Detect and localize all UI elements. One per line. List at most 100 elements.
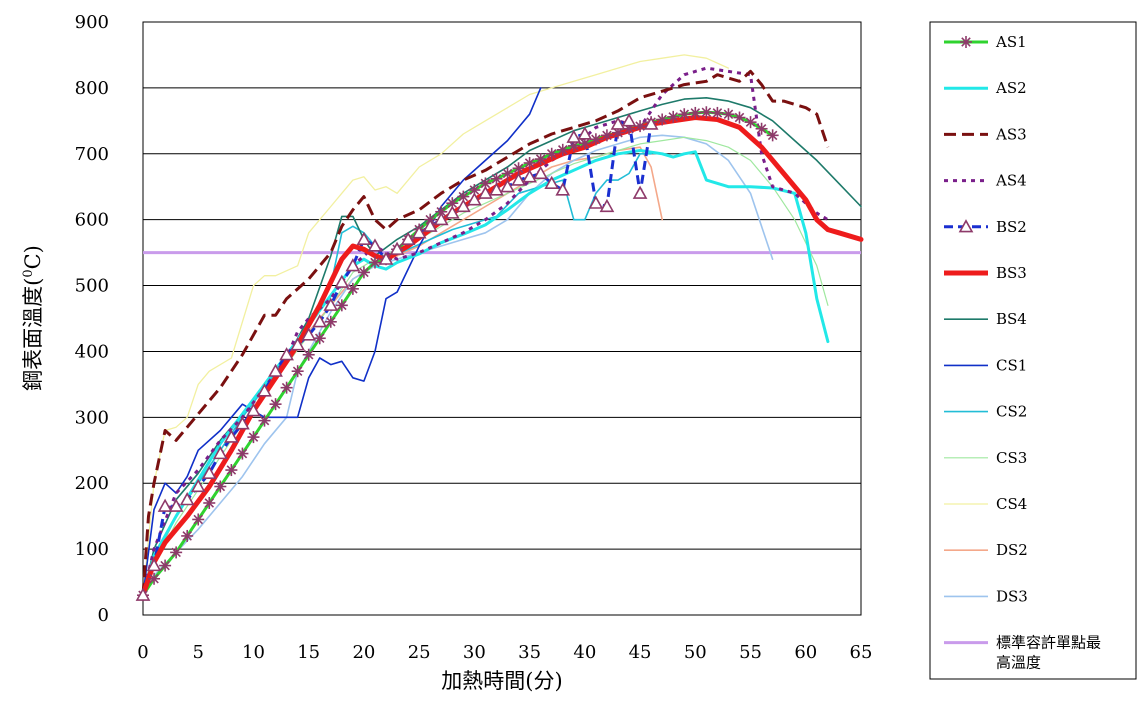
legend-item-cs3: CS3 [944,449,1027,467]
series-markers [135,106,779,602]
data-point-bs2 [511,172,526,186]
data-point-as1 [534,153,547,166]
y-tick-label: 300 [75,407,109,428]
y-tick-label: 100 [75,539,109,560]
data-point-as1 [346,282,359,295]
data-point-bs2 [334,274,350,288]
data-point-bs2 [257,383,272,397]
y-tick-label: 700 [75,144,109,165]
y-axis-title: 鋼表面溫度(0C) [21,245,45,391]
legend: AS1 AS2 AS3 AS4 BS2 BS3 BS4 CS1 CS2 CS3 CS4 DS2 DS3 標… [944,33,1101,672]
series-line-cs1 [142,87,542,596]
x-tick-label: 15 [297,642,320,663]
data-point-as1 [457,190,470,203]
data-point-bs2 [268,363,283,377]
series-line-as1 [141,110,775,597]
data-point-bs2 [235,416,250,430]
data-point-as1 [512,162,525,175]
y-tick-label: 600 [75,210,109,231]
legend-label: AS1 [995,33,1027,51]
data-point-bs2 [489,182,504,196]
legend-label: AS2 [995,79,1027,97]
y-axis-title-superscript: 0 [21,269,36,277]
data-point-bs2 [444,205,460,219]
data-point-bs2 [522,169,537,183]
data-point-bs2 [566,129,582,143]
y-tick-label: 900 [75,12,109,33]
data-point-bs2 [610,116,626,130]
x-tick-label: 65 [850,642,873,663]
series-line-as3 [141,69,830,596]
data-point-as1 [192,513,205,526]
data-point-as1 [280,381,293,394]
y-tick-label: 800 [75,78,109,99]
series-line-ds3 [142,134,774,596]
legend-item-as2: AS2 [944,79,1027,97]
data-point-bs2 [190,478,206,493]
data-point-bs2 [544,175,560,190]
data-point-as1 [600,129,613,142]
x-tick-label: 10 [242,642,265,663]
legend-item-cs2: CS2 [944,403,1027,421]
y-tick-label: 0 [98,605,109,626]
legend-label: BS4 [996,310,1027,328]
data-point-bs2 [422,218,438,232]
data-point-bs2 [577,126,593,140]
legend-label: CS2 [996,403,1027,421]
data-point-bs2 [400,231,416,246]
data-point-as1 [678,108,691,121]
series-line-cs4 [142,54,730,596]
x-tick-label: 40 [573,642,596,663]
data-point-as1 [269,398,282,411]
legend-item-as1: AS1 [944,33,1027,51]
legend-label: BS3 [996,264,1027,282]
legend-marker [958,219,974,233]
data-point-as1 [490,172,503,185]
legend-label: 標準容許單點最 [996,634,1101,652]
data-point-as1 [689,106,702,119]
data-point-as1 [313,332,326,345]
data-point-bs2 [478,185,493,199]
x-axis-title: 加熱時間(分) [441,669,562,693]
x-tick-label: 60 [794,642,817,663]
data-point-as1 [335,299,348,312]
data-point-as1 [711,106,724,119]
data-point-as1 [170,546,183,559]
data-point-as1 [357,266,370,279]
data-point-bs2 [367,238,383,252]
data-point-bs2 [467,192,482,206]
data-point-bs2 [455,198,471,213]
series-line-as2 [141,149,830,597]
legend-item-cs1: CS1 [944,356,1027,374]
data-point-bs2 [356,231,372,246]
data-point-bs2 [588,195,604,209]
legend-item-ds3: DS3 [944,587,1028,605]
data-point-as1 [468,184,481,197]
data-point-bs2 [168,498,184,512]
data-point-as1 [722,108,735,121]
data-point-as1 [225,464,238,477]
legend-item-ds2: DS2 [944,541,1028,559]
x-tick-label: 0 [137,642,148,663]
data-point-bs2 [312,314,328,328]
data-point-as1 [545,147,558,160]
data-point-as1 [203,496,216,509]
legend-item-bs2: BS2 [944,218,1027,236]
legend-label: CS4 [996,495,1027,513]
data-point-as1 [236,447,249,460]
legend-item-as4: AS4 [944,172,1027,190]
data-point-bs2 [246,403,261,417]
y-axis-tick-labels: 0 100 200 300 400 500 600 700 800 900 [75,12,109,626]
data-point-bs2 [135,587,151,601]
data-point-as1 [667,110,680,123]
legend-label-continued: 高溫度 [996,654,1041,672]
legend-box [929,21,1137,680]
data-point-bs2 [157,498,173,512]
data-point-bs2 [279,347,294,361]
data-point-bs2 [389,241,405,255]
data-point-bs2 [345,258,361,272]
x-tick-label: 50 [684,642,707,663]
data-point-bs2 [201,465,217,479]
data-point-bs2 [433,212,449,226]
